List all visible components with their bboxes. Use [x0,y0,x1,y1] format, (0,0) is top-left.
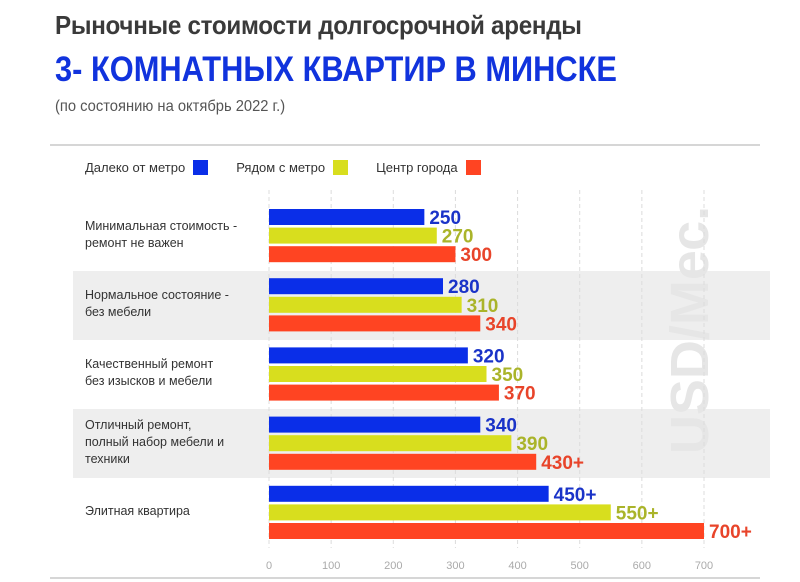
bar [269,384,499,401]
bar [269,209,425,225]
bar [269,416,481,433]
bar [269,485,549,502]
bar [269,347,468,364]
category-label-line: Минимальная стоимость - [85,219,238,233]
legend-swatch [193,160,209,175]
data-label: 390 [516,434,548,455]
category-label-line: Элитная квартира [85,504,190,519]
data-label: 350 [492,365,524,386]
top-divider [50,144,760,146]
legend: Далеко от метро Рядом с метро Центр горо… [85,160,509,175]
category-label-line: техники [85,452,130,467]
category-label-line: без изысков и мебели [85,374,213,389]
chart-title-line2: 3- КОМНАТНЫХ КВАРТИР В МИНСКЕ [55,50,617,89]
category-label-line: Отличный ремонт, [85,418,192,433]
legend-item-near: Рядом с метро [236,160,349,175]
data-label: 340 [485,416,517,437]
bar [269,246,456,263]
category-label: Нормальное состояние - без мебели [85,287,265,321]
chart-title-line1: Рыночные стоимости долгосрочной аренды [55,10,582,40]
bar [269,315,481,332]
category-label-line: полный набор мебели и [85,435,225,450]
bar [269,296,462,313]
category-label: Элитная квартира [85,503,265,520]
legend-item-center: Центр города [376,160,481,175]
bar [269,435,512,452]
x-tick-label: 700 [695,560,713,572]
data-label: 450+ [554,485,597,506]
bar [269,504,611,521]
data-label: 310 [467,296,499,317]
x-tick-label: 200 [384,560,402,572]
category-label: Минимальная стоимость - ремонт не важен [85,218,265,252]
x-tick-label: 100 [322,560,340,572]
bar [269,453,537,470]
legend-label: Центр города [376,160,458,175]
chart-subtitle: (по состоянию на октябрь 2022 г.) [55,98,286,115]
category-label-line: ремонт не важен [85,236,184,250]
x-tick-label: 300 [446,560,464,572]
data-label: 280 [448,277,480,298]
legend-label: Далеко от метро [85,160,186,175]
category-label-line: без мебели [85,305,152,320]
legend-label: Рядом с метро [236,160,326,175]
x-tick-label: 400 [508,560,526,572]
legend-item-far: Далеко от метро [85,160,209,175]
data-label: 320 [473,346,505,367]
data-label: 250 [429,208,461,229]
data-label: 270 [442,227,474,248]
category-label-line: Нормальное состояние - [85,288,229,303]
x-tick-label: 600 [633,560,651,572]
category-label: Качественный ремонт без изысков и мебели [85,356,265,390]
category-label-line: Качественный ремонт [85,357,214,372]
data-label: 340 [485,314,517,335]
legend-swatch [465,160,481,175]
bar [269,523,704,539]
legend-swatch [333,160,349,175]
data-label: 300 [460,245,492,266]
data-label: 370 [504,384,536,405]
bottom-divider [50,577,760,579]
data-label: 430+ [541,453,584,474]
category-label: Отличный ремонт, полный набор мебели и тех… [85,417,265,468]
x-tick-label: 500 [571,560,589,572]
bar [269,366,487,382]
x-tick-label: 0 [266,560,272,572]
data-label: 700+ [709,522,752,543]
data-label: 550+ [616,503,659,524]
bar [269,278,443,295]
bar [269,227,437,244]
